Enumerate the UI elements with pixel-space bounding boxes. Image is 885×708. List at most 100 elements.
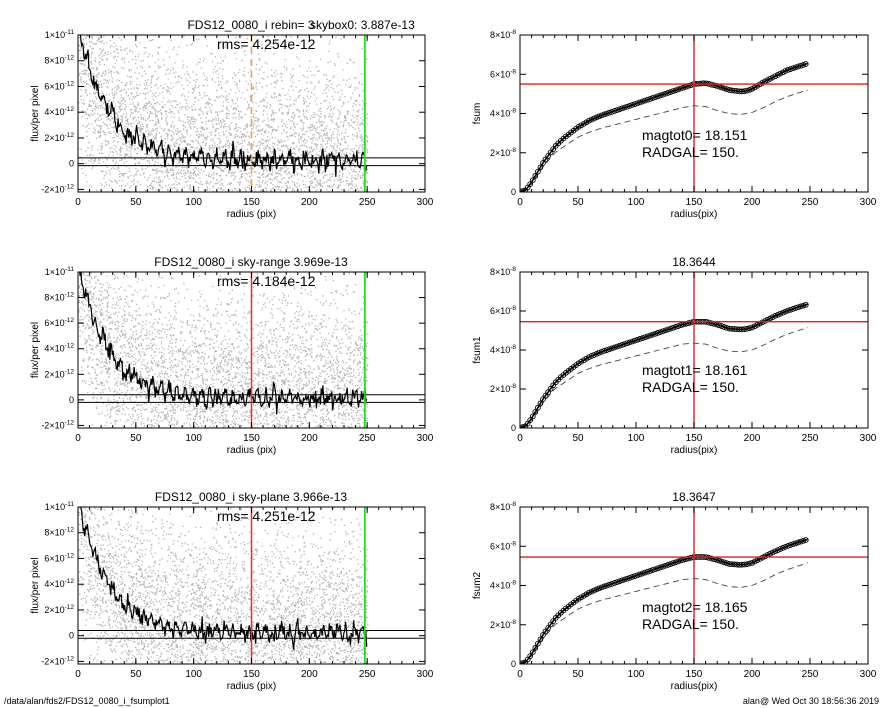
plot-title: 18.3647 [672, 490, 716, 504]
growth-point [657, 92, 664, 99]
growth-point [642, 334, 648, 341]
mean-profile-line [79, 35, 368, 177]
growth-point [795, 63, 802, 70]
x-tick-label: 0 [75, 669, 81, 680]
x-axis-label: radius(pix) [671, 445, 718, 456]
growth-point [603, 582, 610, 589]
growth-point [670, 88, 676, 94]
growth-point [744, 87, 750, 94]
growth-point [637, 571, 643, 578]
growth-point [792, 64, 799, 71]
x-tick-label: 200 [744, 669, 761, 680]
x-tick-label: 100 [185, 433, 202, 444]
growth-point [624, 103, 631, 110]
y-tick-label: 4×10-12 [44, 106, 74, 117]
x-axis-label: radius(pix) [671, 681, 718, 692]
growth-point [718, 558, 725, 565]
growth-point [601, 348, 608, 354]
x-tick-label: 300 [860, 433, 877, 444]
growth-point [772, 548, 779, 555]
growth-point [611, 580, 618, 586]
growth-point [532, 173, 539, 179]
growth-point [591, 115, 597, 122]
y-tick-label: 0 [511, 423, 516, 433]
x-tick-label: 200 [301, 433, 318, 444]
y-tick-label: 8×10-12 [44, 292, 74, 303]
growth-point [660, 328, 666, 335]
growth-point [716, 557, 722, 564]
growth-point [591, 587, 597, 594]
growth-point [662, 90, 669, 97]
growth-point [680, 84, 687, 91]
y-tick-label: 0 [511, 659, 516, 669]
growth-point [782, 308, 789, 315]
x-tick-label: 150 [686, 197, 703, 208]
growth-point [629, 102, 636, 108]
growth-point [782, 68, 789, 74]
x-axis-label: radius(pix) [671, 209, 718, 220]
growth-point [598, 112, 605, 119]
growth-point [606, 581, 613, 588]
x-tick-label: 50 [572, 197, 584, 208]
x-tick-label: 200 [301, 669, 318, 680]
growth-point [654, 330, 661, 336]
y-tick-label: 4×10-8 [490, 344, 516, 355]
y-tick-label: 8×10-8 [490, 29, 516, 40]
growth-point [644, 96, 651, 103]
x-tick-label: 200 [744, 433, 761, 444]
growth-point [802, 301, 809, 308]
x-tick-label: 150 [686, 433, 703, 444]
y-tick-label: 0 [69, 395, 74, 405]
growth-point [639, 98, 646, 105]
growth-point [785, 67, 791, 73]
y-axis-label: fsum2 [472, 571, 483, 599]
x-tick-label: 300 [860, 197, 877, 208]
growth-point [532, 409, 539, 415]
growth-point [790, 541, 796, 547]
x-tick-label: 150 [686, 669, 703, 680]
growth-point [649, 95, 656, 101]
y-tick-label: 1×10-11 [45, 266, 75, 277]
growth-point [721, 85, 728, 92]
growth-point [631, 337, 638, 344]
growth-point [685, 320, 692, 326]
growth-point [596, 113, 602, 120]
y-tick-label: -2×10-12 [41, 183, 74, 194]
plot-title: FDS12_0080_i sky-range 3.969e-13 [154, 255, 348, 269]
growth-point [621, 576, 628, 583]
x-axis-label: radius (pix) [227, 209, 276, 220]
x-tick-label: 250 [359, 669, 376, 680]
growth-point [596, 585, 602, 592]
y-tick-label: 0 [69, 631, 74, 641]
x-tick-label: 250 [802, 197, 819, 208]
y-axis-label: flux/per pixel [30, 322, 41, 378]
x-tick-label: 0 [75, 433, 81, 444]
growth-point [621, 104, 628, 111]
growth-point [741, 561, 748, 568]
y-tick-label: 2×10-8 [490, 619, 516, 630]
y-tick-label: 1×10-11 [45, 501, 75, 512]
growth-point [647, 332, 654, 339]
growth-point [657, 564, 664, 571]
growth-point [785, 307, 791, 314]
y-tick-label: 4×10-8 [490, 580, 516, 591]
y-tick-label: 8×10-12 [44, 55, 74, 66]
growth-point [642, 569, 648, 576]
growth-point [619, 577, 625, 584]
magtot-annotation: magtot2= 18.165 [642, 599, 748, 615]
growth-point [637, 99, 643, 106]
growth-point [527, 653, 534, 659]
growth-point [802, 537, 809, 543]
growth-point [790, 65, 796, 72]
y-tick-label: 0 [69, 159, 74, 169]
growth-point [532, 645, 539, 651]
x-tick-label: 300 [417, 197, 434, 208]
growth-point [588, 353, 595, 359]
growth-point [619, 105, 625, 112]
x-tick-label: 250 [802, 669, 819, 680]
growth-point [535, 640, 541, 647]
growth-point [616, 106, 623, 113]
plot-area [520, 272, 868, 428]
growth-point [614, 343, 620, 350]
